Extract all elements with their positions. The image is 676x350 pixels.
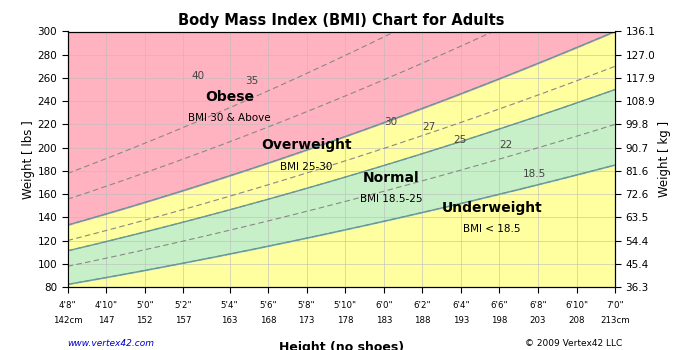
Text: 142cm: 142cm: [53, 316, 82, 326]
Y-axis label: Weight [ lbs ]: Weight [ lbs ]: [22, 120, 34, 199]
Text: 4'8": 4'8": [59, 301, 76, 310]
Text: Height (no shoes): Height (no shoes): [279, 341, 404, 350]
Text: 163: 163: [221, 316, 238, 326]
Text: 6'4": 6'4": [452, 301, 470, 310]
Text: 18.5: 18.5: [523, 169, 546, 179]
Text: 5'8": 5'8": [298, 301, 316, 310]
Text: 157: 157: [175, 316, 191, 326]
Text: 35: 35: [245, 76, 258, 86]
Text: 5'0": 5'0": [136, 301, 153, 310]
Text: 22: 22: [500, 140, 512, 150]
Text: Underweight: Underweight: [441, 201, 542, 215]
Text: 5'6": 5'6": [260, 301, 277, 310]
Text: 5'2": 5'2": [174, 301, 192, 310]
Text: 40: 40: [191, 71, 204, 80]
Text: www.vertex42.com: www.vertex42.com: [68, 339, 155, 348]
Text: 6'2": 6'2": [414, 301, 431, 310]
Text: 30: 30: [384, 117, 397, 127]
Text: 152: 152: [137, 316, 153, 326]
Text: 208: 208: [569, 316, 585, 326]
Text: 5'10": 5'10": [334, 301, 357, 310]
Text: 7'0": 7'0": [606, 301, 624, 310]
Text: 25: 25: [453, 134, 466, 145]
Text: 198: 198: [491, 316, 508, 326]
Text: 213cm: 213cm: [600, 316, 630, 326]
Text: 168: 168: [260, 316, 276, 326]
Text: © 2009 Vertex42 LLC: © 2009 Vertex42 LLC: [525, 339, 622, 348]
Text: 173: 173: [298, 316, 315, 326]
Text: 188: 188: [414, 316, 431, 326]
Text: BMI < 18.5: BMI < 18.5: [463, 224, 521, 234]
Text: 6'6": 6'6": [491, 301, 508, 310]
Text: 6'0": 6'0": [375, 301, 393, 310]
Text: 6'10": 6'10": [565, 301, 588, 310]
Text: 178: 178: [337, 316, 354, 326]
Text: 5'4": 5'4": [221, 301, 239, 310]
Text: 183: 183: [376, 316, 392, 326]
Text: BMI 18.5-25: BMI 18.5-25: [360, 194, 422, 204]
Text: 4'10": 4'10": [95, 301, 118, 310]
Text: Obese: Obese: [205, 90, 254, 104]
Text: 203: 203: [530, 316, 546, 326]
Title: Body Mass Index (BMI) Chart for Adults: Body Mass Index (BMI) Chart for Adults: [178, 13, 504, 28]
Text: 147: 147: [98, 316, 114, 326]
Text: BMI 30 & Above: BMI 30 & Above: [188, 113, 271, 123]
Y-axis label: Weight [ kg ]: Weight [ kg ]: [658, 121, 671, 197]
Text: 6'8": 6'8": [529, 301, 547, 310]
Text: Normal: Normal: [363, 171, 420, 185]
Text: BMI 25-30: BMI 25-30: [281, 162, 333, 172]
Text: 27: 27: [422, 122, 435, 132]
Text: 193: 193: [453, 316, 469, 326]
Text: Overweight: Overweight: [262, 138, 352, 152]
